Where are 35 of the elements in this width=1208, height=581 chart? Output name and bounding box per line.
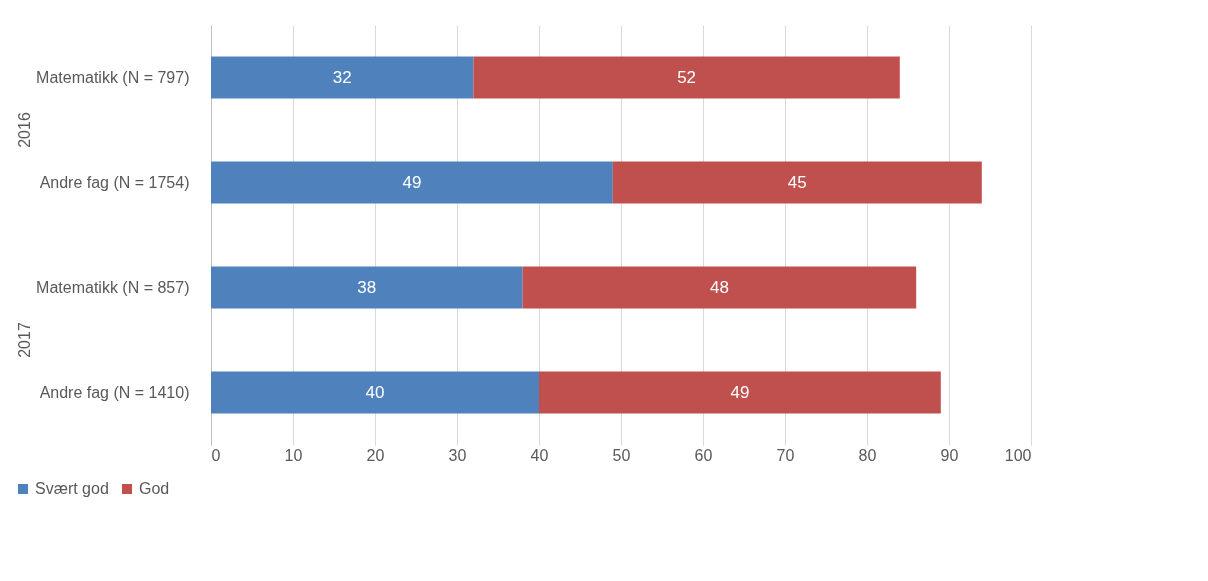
bar bbox=[211, 266, 523, 309]
bar bbox=[211, 161, 613, 204]
x-tick-label: 40 bbox=[530, 446, 549, 464]
bar bbox=[211, 371, 539, 414]
bar bbox=[522, 266, 917, 309]
x-tick-label: 0 bbox=[211, 446, 221, 464]
y-tick-label: Andre fag (N = 1754) bbox=[39, 173, 190, 191]
x-tick-label: 70 bbox=[776, 446, 795, 464]
y-tick-label: Andre fag (N = 1410) bbox=[39, 383, 190, 401]
data-label: 38 bbox=[357, 277, 377, 297]
x-tick-label: 20 bbox=[366, 446, 385, 464]
text: 2017 bbox=[16, 322, 33, 358]
x-tick-label: 90 bbox=[940, 446, 959, 464]
bar bbox=[473, 56, 900, 99]
bar bbox=[539, 371, 941, 414]
text: 2016 bbox=[16, 112, 33, 148]
x-tick-label: 50 bbox=[612, 446, 631, 464]
x-tick-label: 30 bbox=[448, 446, 467, 464]
data-label: 40 bbox=[365, 382, 385, 402]
data-label: 48 bbox=[709, 277, 729, 297]
y-tick-label: Matematikk (N = 857) bbox=[36, 278, 190, 296]
x-tick-label: 80 bbox=[858, 446, 877, 464]
data-label: 49 bbox=[730, 382, 750, 402]
y-tick-label: Matematikk (N = 797) bbox=[36, 68, 190, 86]
legend-label: God bbox=[139, 480, 170, 497]
data-label: 49 bbox=[402, 172, 422, 192]
bar bbox=[211, 56, 474, 99]
x-tick-label: 100 bbox=[1004, 446, 1032, 464]
data-label: 32 bbox=[332, 67, 352, 87]
bar bbox=[612, 161, 982, 204]
x-tick-label: 10 bbox=[284, 446, 303, 464]
x-tick-label: 60 bbox=[694, 446, 713, 464]
legend-label: Svært god bbox=[35, 480, 109, 497]
data-label: 52 bbox=[677, 67, 697, 87]
data-label: 45 bbox=[787, 172, 807, 192]
